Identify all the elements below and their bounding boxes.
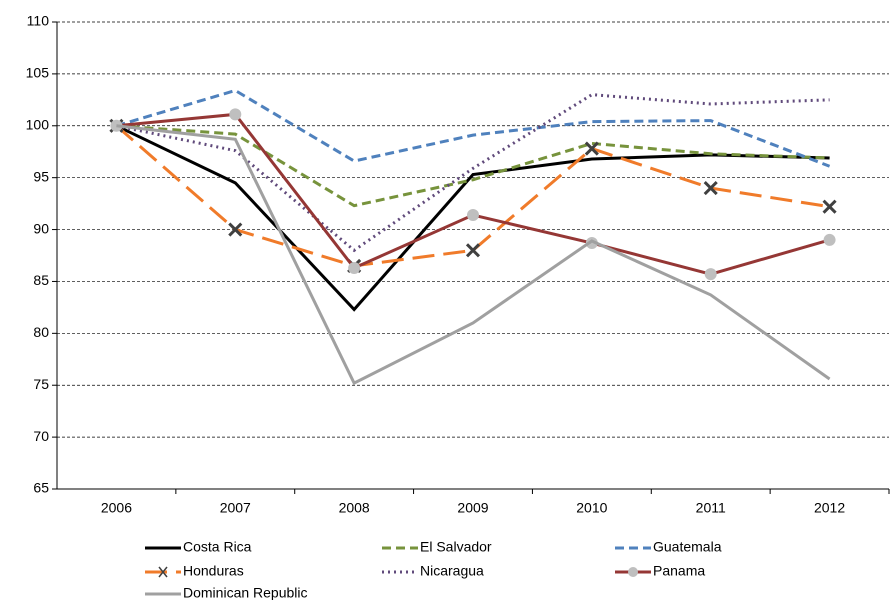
marker bbox=[823, 233, 836, 246]
y-tick-label: 90 bbox=[33, 220, 49, 236]
x-tick-label: 2008 bbox=[339, 500, 370, 516]
legend-marker bbox=[158, 566, 168, 578]
legend-label: Panama bbox=[653, 563, 705, 579]
y-tick-label: 105 bbox=[26, 65, 50, 81]
series-line bbox=[116, 93, 830, 253]
y-tick-label: 110 bbox=[27, 13, 50, 29]
marker bbox=[110, 119, 123, 132]
y-tick-label: 65 bbox=[33, 480, 49, 496]
marker bbox=[822, 199, 837, 214]
marker bbox=[229, 108, 242, 121]
x-tick-label: 2011 bbox=[696, 500, 726, 516]
marker bbox=[584, 141, 599, 156]
x-tick-label: 2012 bbox=[814, 500, 845, 516]
legend-label: Dominican Republic bbox=[183, 585, 308, 600]
series-line bbox=[116, 124, 830, 208]
y-tick-label: 100 bbox=[26, 116, 50, 132]
legend-label: Guatemala bbox=[653, 539, 722, 555]
legend-marker bbox=[628, 567, 638, 577]
y-tick-label: 80 bbox=[33, 324, 49, 340]
marker bbox=[703, 180, 718, 196]
marker bbox=[228, 222, 243, 237]
y-tick-label: 75 bbox=[33, 376, 49, 392]
y-tick-label: 95 bbox=[33, 168, 49, 184]
legend-label: Nicaragua bbox=[420, 563, 484, 579]
legend-label: Honduras bbox=[183, 563, 244, 579]
marker bbox=[585, 237, 598, 250]
y-tick-label: 85 bbox=[33, 272, 49, 288]
legend-label: El Salvador bbox=[420, 539, 492, 555]
marker bbox=[348, 261, 361, 274]
x-tick-label: 2009 bbox=[457, 500, 488, 516]
y-tick-label: 70 bbox=[33, 428, 49, 444]
series-line bbox=[116, 88, 831, 168]
marker bbox=[704, 268, 717, 281]
marker bbox=[465, 243, 481, 258]
x-tick-label: 2006 bbox=[101, 500, 132, 516]
series-line bbox=[116, 124, 831, 386]
legend-label: Costa Rica bbox=[183, 539, 252, 555]
x-tick-label: 2010 bbox=[576, 500, 607, 516]
marker bbox=[467, 209, 479, 222]
x-tick-label: 2007 bbox=[220, 500, 251, 516]
